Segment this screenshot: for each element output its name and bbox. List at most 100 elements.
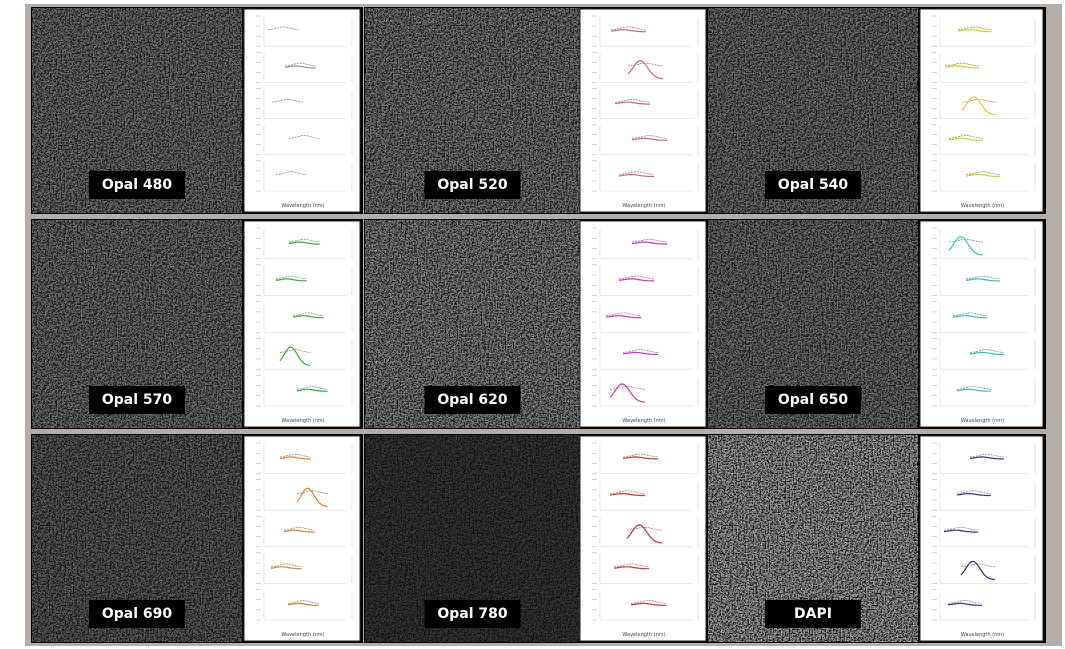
reference-curve — [952, 312, 987, 317]
label-box — [424, 600, 521, 628]
label-box — [765, 171, 861, 199]
spectrum-curve — [284, 65, 316, 69]
spectrum-curve — [957, 29, 992, 33]
spectrum-curve — [613, 566, 650, 570]
reference-curve — [288, 135, 320, 139]
panel-label: Opal 540 — [778, 177, 849, 193]
panel-label: DAPI — [794, 606, 832, 622]
x-axis-label: Wavelength (nm) — [622, 632, 665, 638]
spectrum-curve — [965, 173, 1000, 178]
spectrum-curve — [626, 524, 663, 544]
spectrum-curve — [622, 456, 659, 460]
label-box — [89, 600, 185, 628]
reference-curve — [270, 563, 302, 568]
panel: Opal 650 Wavelength (nm) — [707, 219, 1046, 429]
spectrum-curve — [956, 493, 991, 497]
panel-label: Opal 650 — [778, 392, 849, 408]
label-box — [765, 600, 861, 628]
reference-curve — [296, 490, 328, 494]
label-box — [89, 386, 185, 414]
reference-curve — [965, 275, 1000, 280]
spectrum-curve — [287, 602, 319, 606]
panel: Opal 620 Wavelength (nm) — [364, 219, 709, 429]
x-axis-label: Wavelength (nm) — [281, 418, 324, 424]
spectrum-curve — [969, 351, 1004, 356]
spectrum-curve — [943, 529, 978, 533]
spectrum-curve — [270, 566, 302, 570]
panel-label: Opal 520 — [437, 177, 508, 193]
reference-curve — [956, 385, 991, 390]
spectrum-curve — [275, 278, 307, 282]
panel-label: Opal 780 — [437, 606, 508, 622]
spectrum-curve — [947, 602, 982, 606]
reference-curve — [947, 600, 982, 604]
spectrum-curve — [622, 351, 659, 356]
x-axis-label: Wavelength (nm) — [622, 203, 665, 209]
panel: Opal 540 Wavelength (nm) — [707, 7, 1046, 214]
spectrum-curve — [948, 236, 983, 256]
panel-label: Opal 690 — [102, 606, 173, 622]
spectrum-curve — [630, 602, 667, 606]
plot-box — [243, 220, 361, 428]
panel: DAPI Wavelength (nm) — [707, 434, 1046, 643]
spectrum-curve — [948, 137, 983, 141]
spectrum-curve — [618, 173, 655, 178]
reference-curve — [292, 312, 324, 317]
reference-curve — [969, 453, 1004, 458]
plot-box — [579, 220, 707, 428]
reference-curve — [956, 490, 991, 494]
label-box — [765, 386, 861, 414]
reference-curve — [296, 385, 328, 390]
spectrum-curve — [965, 278, 1000, 282]
spectrum-curve — [296, 487, 328, 507]
plot-box — [919, 435, 1044, 642]
panel: Opal 780 Wavelength (nm) — [364, 434, 709, 643]
reference-curve — [271, 98, 303, 103]
panel-label: Opal 570 — [102, 392, 173, 408]
spectrum-curve — [952, 315, 987, 319]
reference-curve — [267, 26, 299, 31]
spectrum-curve — [292, 315, 324, 319]
spectrum-curve — [627, 60, 664, 80]
spectrum-curve — [609, 493, 646, 497]
panel-label: Opal 480 — [102, 177, 173, 193]
x-axis-label: Wavelength (nm) — [961, 418, 1004, 424]
x-axis-label: Wavelength (nm) — [281, 632, 324, 638]
reference-curve — [284, 62, 316, 67]
panel: Opal 480 Wavelength (nm) — [31, 7, 363, 214]
reference-curve — [961, 98, 996, 103]
spectrum-curve — [614, 101, 651, 105]
spectrum-curve — [944, 65, 979, 69]
x-axis-label: Wavelength (nm) — [281, 203, 324, 209]
spectrum-curve — [296, 388, 328, 392]
plot-box — [919, 8, 1044, 213]
reference-curve — [279, 349, 311, 353]
reference-curve — [957, 26, 992, 31]
reference-curve — [943, 526, 978, 531]
x-axis-label: Wavelength (nm) — [961, 203, 1004, 209]
x-axis-label: Wavelength (nm) — [622, 418, 665, 424]
panel: Opal 690 Wavelength (nm) — [31, 434, 363, 643]
plot-box — [579, 8, 707, 213]
label-box — [424, 386, 521, 414]
spectrum-curve — [609, 383, 646, 403]
panel: Opal 520 Wavelength (nm) — [364, 7, 709, 214]
plot-box — [243, 435, 361, 642]
reference-curve — [279, 453, 311, 458]
plot-box — [579, 435, 707, 642]
plot-box — [919, 220, 1044, 428]
reference-curve — [960, 563, 995, 568]
spectrum-curve — [283, 529, 315, 533]
reference-curve — [965, 171, 1000, 175]
spectrum-curve — [279, 346, 311, 366]
spectrum-curve — [288, 241, 320, 245]
panel: Opal 570 Wavelength (nm) — [31, 219, 363, 429]
plot-box — [243, 8, 361, 213]
label-box — [424, 171, 521, 199]
reference-curve — [969, 349, 1004, 353]
reference-curve — [944, 62, 979, 67]
spectrum-curve — [631, 241, 668, 245]
spectrum-curve — [279, 456, 311, 460]
spectrum-curve — [956, 388, 991, 392]
